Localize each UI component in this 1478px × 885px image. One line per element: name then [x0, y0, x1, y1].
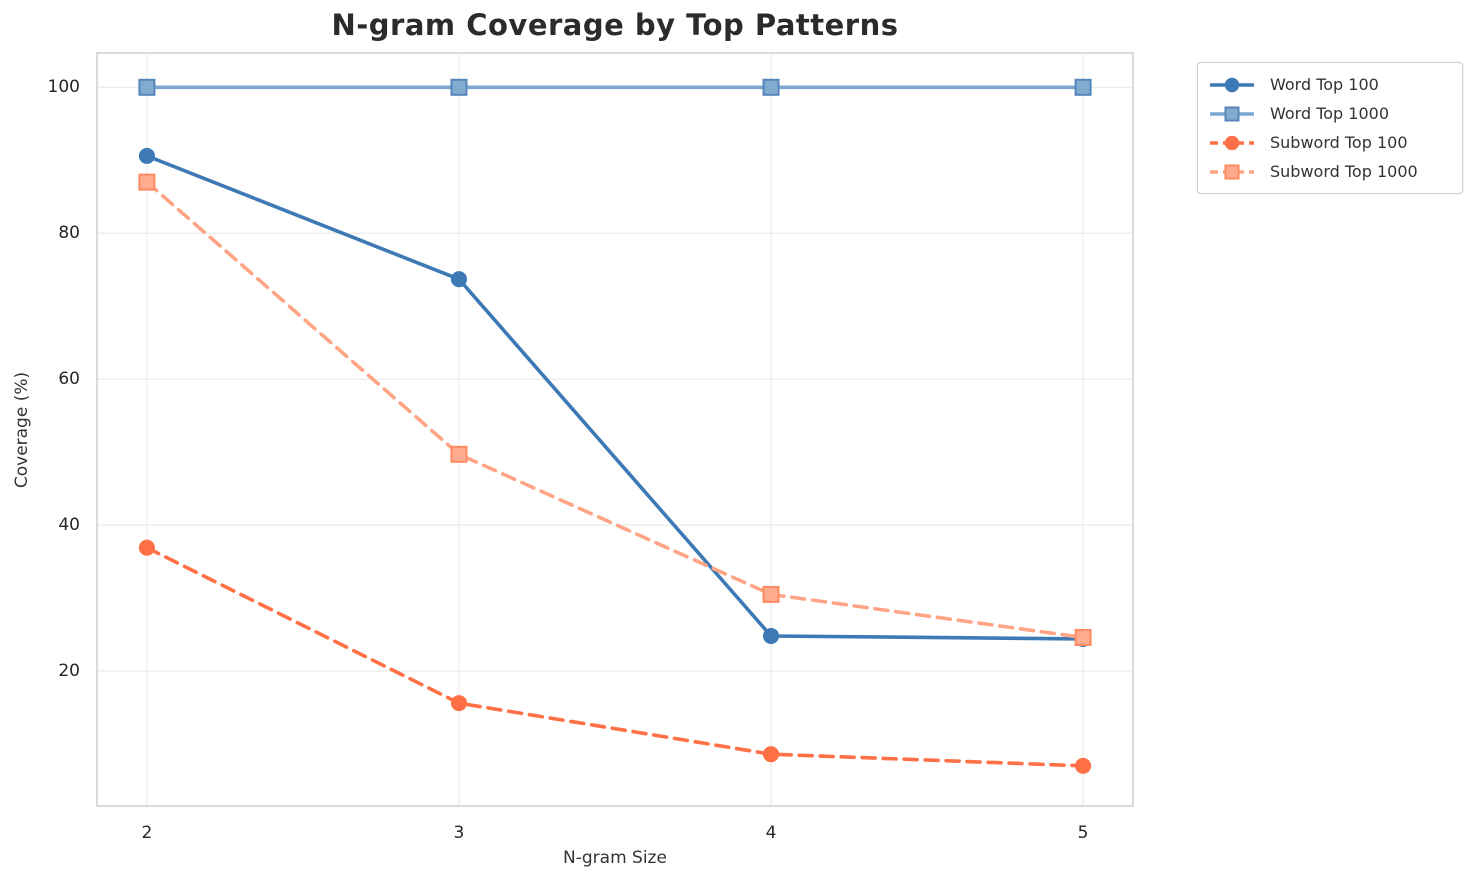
legend-item-subword-top-1000: Subword Top 1000: [1208, 157, 1452, 186]
series-subword-top-1000: [138, 173, 1092, 646]
chart-title: N-gram Coverage by Top Patterns: [331, 8, 899, 42]
y-tick-label: 60: [58, 369, 80, 390]
data-point-marker: [450, 78, 468, 96]
data-point-marker: [762, 627, 780, 645]
y-tick-label: 20: [58, 661, 80, 681]
y-tick-label: 100: [47, 77, 80, 98]
plot-border: [96, 52, 1134, 807]
data-point-marker: [450, 695, 468, 712]
y-tick-label: 80: [58, 223, 80, 244]
data-point-marker: [762, 746, 780, 763]
data-point-marker: [138, 539, 155, 556]
x-tick-label: 5: [1077, 823, 1089, 843]
legend-label: Word Top 100: [1270, 75, 1379, 94]
legend-item-subword-top-100: Subword Top 100: [1208, 128, 1452, 157]
data-point-marker: [1075, 757, 1092, 774]
legend-swatch-square-icon: [1210, 106, 1254, 121]
data-point-marker: [138, 78, 156, 96]
data-point-marker: [138, 147, 155, 164]
legend-swatch-square-icon: [1210, 164, 1254, 179]
x-axis-label: N-gram Size: [563, 848, 667, 868]
legend-item-word-top-100: Word Top 100: [1208, 70, 1452, 99]
data-point-marker: [1074, 628, 1092, 646]
legend-label: Subword Top 100: [1270, 133, 1408, 152]
y-tick-label: 40: [58, 515, 80, 536]
legend: Word Top 100 Word Top 1000 Subword Top 100…: [1197, 62, 1463, 194]
x-tick-label: 3: [453, 823, 465, 843]
series-line-subword-top-1000: [145, 180, 1085, 640]
legend-label: Word Top 1000: [1270, 104, 1390, 123]
data-point-marker: [762, 78, 780, 96]
data-point-marker: [1074, 78, 1092, 96]
data-point-marker: [762, 585, 780, 603]
data-point-marker: [450, 445, 468, 463]
x-tick-label: 2: [141, 823, 153, 843]
x-tick-label: 4: [765, 823, 777, 843]
y-axis-label: Coverage (%): [12, 371, 32, 489]
series-word-top-1000: [138, 78, 1092, 96]
legend-swatch-circle-icon: [1210, 135, 1254, 150]
series-word-top-100: [138, 147, 1092, 647]
legend-swatch-circle-icon: [1210, 77, 1254, 92]
data-point-marker: [450, 271, 468, 288]
legend-label: Subword Top 1000: [1270, 162, 1418, 181]
legend-item-word-top-1000: Word Top 1000: [1208, 99, 1452, 128]
data-point-marker: [138, 173, 156, 191]
series-subword-top-100: [138, 539, 1092, 774]
series-line-subword-top-100: [145, 545, 1085, 768]
series-line-word-top-100: [145, 154, 1085, 641]
